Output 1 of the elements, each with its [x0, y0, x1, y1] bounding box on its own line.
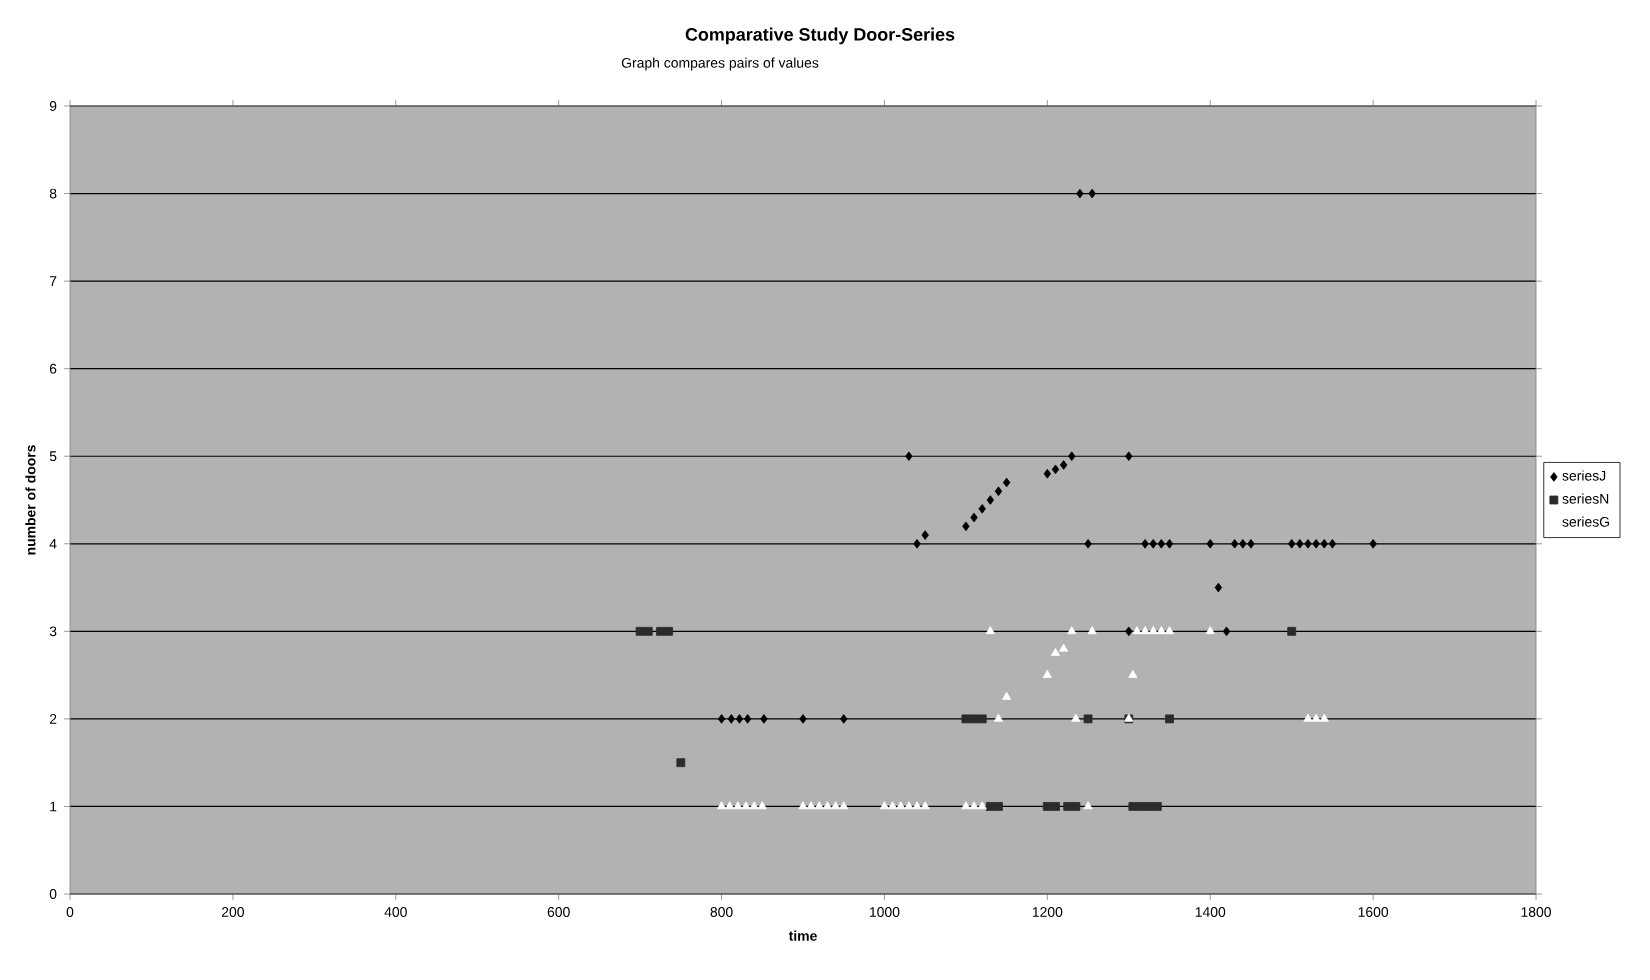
chart-title: Comparative Study Door-Series [685, 27, 955, 45]
